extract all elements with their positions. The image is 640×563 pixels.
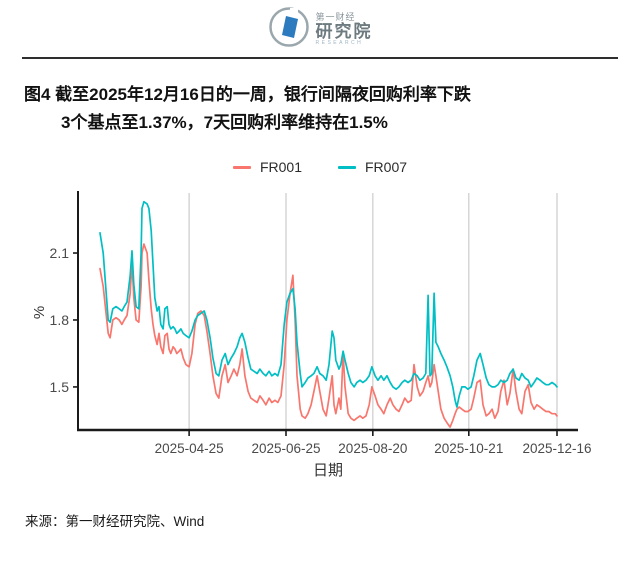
chart-svg: 2.1 1.8 1.5 2025-04-25 2025-06-25 2025-08-20 2… [31, 191, 592, 479]
legend-item-fr001: FR001 [232, 159, 302, 176]
figure-title: 图4 截至2025年12月16日的一周，银行间隔夜回购利率下跌 3个基点至1.3… [24, 81, 616, 137]
chart-area: 2.1 1.8 1.5 2025-04-25 2025-06-25 2025-08-20 2… [30, 189, 640, 489]
x-tick-label: 2025-06-25 [251, 441, 320, 456]
fr007-legend-label: FR007 [365, 159, 408, 176]
logo-text: 第一财经 研究院 RESEARCH [315, 12, 373, 46]
x-tick-label: 2025-04-25 [155, 441, 224, 456]
y-axis-title: % [31, 306, 48, 319]
x-tick-label: 2025-08-20 [338, 441, 407, 456]
x-tick-label: 2025-12-16 [522, 441, 591, 456]
chart-legend: FR001 FR007 [0, 159, 640, 175]
x-tick-label: 2025-10-21 [434, 441, 503, 456]
yicai-research-logo: 第一财经 研究院 RESEARCH [268, 6, 373, 53]
logo-brand-en: RESEARCH [315, 39, 364, 46]
logo-icon [268, 6, 310, 53]
y-tick-label: 1.5 [50, 379, 70, 395]
series-line-fr007 [99, 200, 558, 408]
logo-brand-main: 研究院 [315, 21, 373, 41]
fr001-legend-label: FR001 [259, 159, 302, 176]
series-line-fr001 [99, 243, 558, 429]
figure-title-line2: 3个基点至1.37%，7天回购利率维持在1.5% [61, 113, 388, 133]
y-tick-label: 1.8 [50, 312, 70, 328]
header: 第一财经 研究院 RESEARCH [0, 0, 640, 53]
fr001-line-key [232, 165, 251, 169]
legend-item-fr007: FR007 [338, 159, 407, 175]
source-note: 来源：第一财经研究院、Wind [25, 514, 205, 529]
header-divider [22, 57, 618, 59]
y-tick-label: 2.1 [50, 245, 70, 261]
figure-title-line1: 图4 截至2025年12月16日的一周，银行间隔夜回购利率下跌 [24, 85, 471, 104]
fr007-line-key [338, 165, 356, 169]
logo-brand-small: 第一财经 [315, 12, 356, 23]
x-axis-title: 日期 [313, 462, 343, 479]
